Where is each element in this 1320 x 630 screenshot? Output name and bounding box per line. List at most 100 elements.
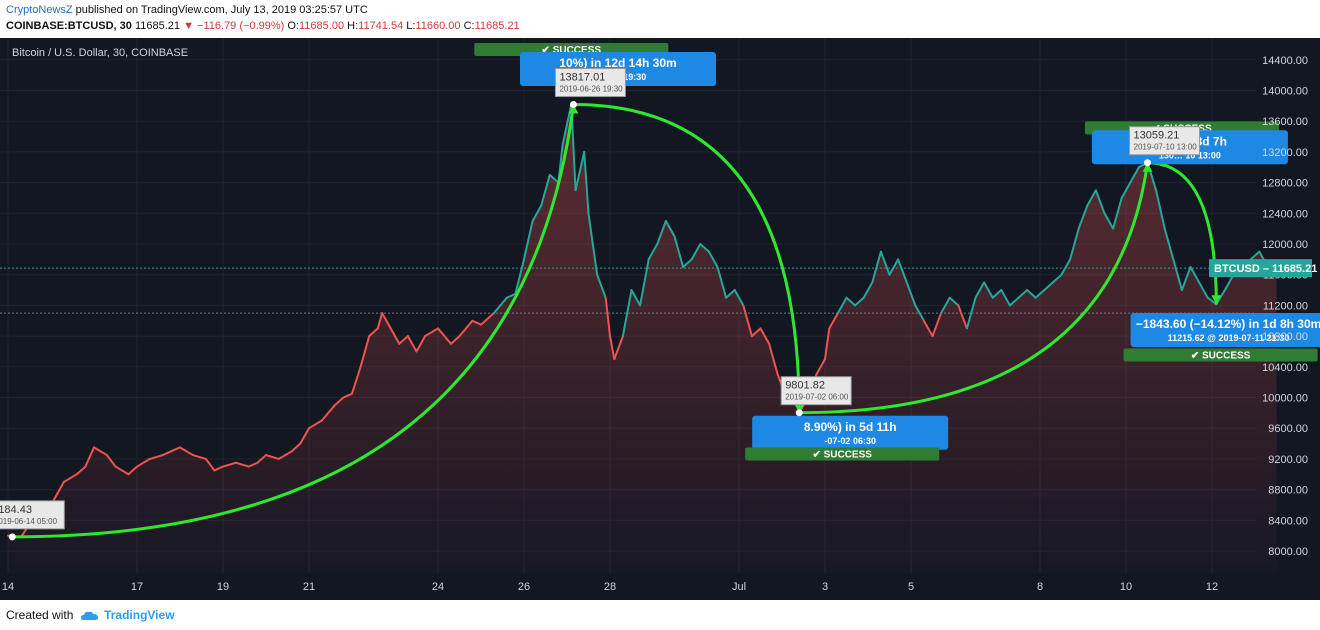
price-segment bbox=[256, 454, 267, 464]
price-segment bbox=[983, 281, 994, 299]
price-segment bbox=[914, 304, 925, 322]
price-segment bbox=[359, 335, 371, 368]
x-tick-label: 24 bbox=[432, 581, 444, 593]
price-segment bbox=[1249, 250, 1261, 261]
y-tick-label: 8800.00 bbox=[1268, 485, 1308, 497]
price-segment bbox=[888, 258, 900, 276]
pivot-point bbox=[8, 533, 16, 541]
tradingview-link[interactable]: TradingView bbox=[104, 608, 175, 622]
success-label: ✔ SUCCESS bbox=[542, 45, 602, 56]
price-segment bbox=[1086, 189, 1097, 207]
y-tick-label: 12000.00 bbox=[1262, 239, 1308, 251]
created-with-label: Created with bbox=[6, 608, 74, 622]
price-segment bbox=[656, 219, 667, 245]
price-segment bbox=[965, 296, 977, 330]
x-tick-label: 8 bbox=[1037, 581, 1043, 593]
price-segment bbox=[277, 450, 293, 460]
price-segment bbox=[1129, 166, 1140, 184]
publisher-name[interactable]: CryptoNewsZ bbox=[6, 4, 73, 16]
price-segment bbox=[604, 296, 611, 338]
price-area-fill bbox=[8, 104, 1277, 573]
price-segment bbox=[1172, 258, 1183, 292]
stats-line-1: −1843.60 (−14.12%) in 1d 8h 30m bbox=[1136, 317, 1320, 331]
pivot-point bbox=[795, 409, 803, 417]
y-tick-label: 13200.00 bbox=[1262, 147, 1308, 159]
price-label-box bbox=[780, 376, 852, 406]
price-segment bbox=[1069, 227, 1080, 261]
price-label-value: 13817.01 bbox=[559, 72, 605, 84]
price-segment bbox=[424, 327, 439, 338]
x-tick-label: 26 bbox=[518, 581, 530, 593]
stats-line-1: 10%) in 12d 14h 30m bbox=[559, 56, 676, 70]
price-segment bbox=[750, 327, 762, 338]
price-segment bbox=[1180, 266, 1192, 292]
cloud-icon bbox=[80, 611, 98, 620]
low-value: 11660.00 bbox=[415, 20, 461, 32]
price-segment bbox=[759, 327, 771, 345]
price-segment bbox=[492, 296, 508, 315]
y-tick-label: 12800.00 bbox=[1262, 178, 1308, 190]
last-price: 11685.21 bbox=[134, 20, 181, 32]
price-segment bbox=[531, 204, 543, 222]
price-segment bbox=[449, 335, 461, 345]
price-segment bbox=[148, 454, 164, 460]
price-segment bbox=[406, 335, 418, 353]
price-segment bbox=[957, 304, 968, 330]
price-segment bbox=[247, 461, 259, 468]
price-segment bbox=[991, 289, 1003, 299]
price-change: ▼ −116.79 (−0.99%) bbox=[183, 20, 285, 32]
stats-line-2: 130… 10 13:00 bbox=[1159, 150, 1221, 160]
open-label: O: bbox=[287, 20, 299, 32]
price-segment bbox=[136, 457, 151, 468]
price-segment bbox=[733, 289, 745, 307]
price-segment bbox=[690, 243, 702, 261]
trend-arc bbox=[573, 103, 801, 413]
price-segment bbox=[114, 465, 130, 476]
price-segment bbox=[437, 327, 452, 345]
price-segment bbox=[514, 258, 525, 295]
price-segment bbox=[1112, 196, 1123, 230]
pivot-point bbox=[569, 101, 577, 109]
price-segment bbox=[897, 258, 908, 284]
price-segment bbox=[1198, 281, 1209, 299]
price-label-box bbox=[554, 68, 626, 98]
price-segment bbox=[871, 250, 882, 284]
price-segment bbox=[351, 365, 362, 395]
arc-arrowhead bbox=[1142, 162, 1153, 172]
success-label: ✔ SUCCESS bbox=[812, 450, 872, 461]
price-segment bbox=[587, 212, 599, 276]
price-segment bbox=[376, 312, 384, 330]
pivot-point bbox=[1144, 159, 1151, 167]
price-segment bbox=[824, 327, 831, 361]
price-segment bbox=[948, 296, 960, 307]
footer-credit: Created with TradingView bbox=[6, 608, 175, 622]
price-segment bbox=[1189, 266, 1201, 284]
ohlc-line: COINBASE:BTCUSD, 30 11685.21 ▼ −116.79 (… bbox=[6, 20, 520, 32]
price-label-value: 13059.21 bbox=[1134, 130, 1180, 142]
price-segment bbox=[1155, 189, 1166, 230]
price-segment bbox=[62, 473, 78, 483]
price-segment bbox=[768, 342, 779, 376]
y-tick-label: 12400.00 bbox=[1262, 208, 1308, 220]
price-segment bbox=[161, 450, 173, 457]
price-segment bbox=[93, 446, 108, 457]
x-tick-label: 10 bbox=[1120, 581, 1132, 593]
price-segment bbox=[905, 281, 917, 307]
success-badge bbox=[745, 447, 940, 461]
stats-line-2: -07-02 06:30 bbox=[824, 436, 876, 446]
price-segment bbox=[320, 404, 336, 422]
price-segment bbox=[170, 446, 181, 453]
price-segment bbox=[1000, 289, 1011, 307]
price-segment bbox=[630, 289, 642, 307]
x-tick-label: 17 bbox=[131, 581, 143, 593]
publish-date: published on TradingView.com, July 13, 2… bbox=[72, 4, 368, 16]
price-segment bbox=[1008, 296, 1020, 307]
price-segment bbox=[596, 273, 607, 299]
price-segment bbox=[333, 396, 345, 407]
price-segment bbox=[505, 292, 517, 299]
y-tick-label: 11200.00 bbox=[1263, 300, 1308, 312]
price-segment bbox=[716, 266, 728, 299]
y-tick-label: 14400.00 bbox=[1262, 55, 1308, 67]
